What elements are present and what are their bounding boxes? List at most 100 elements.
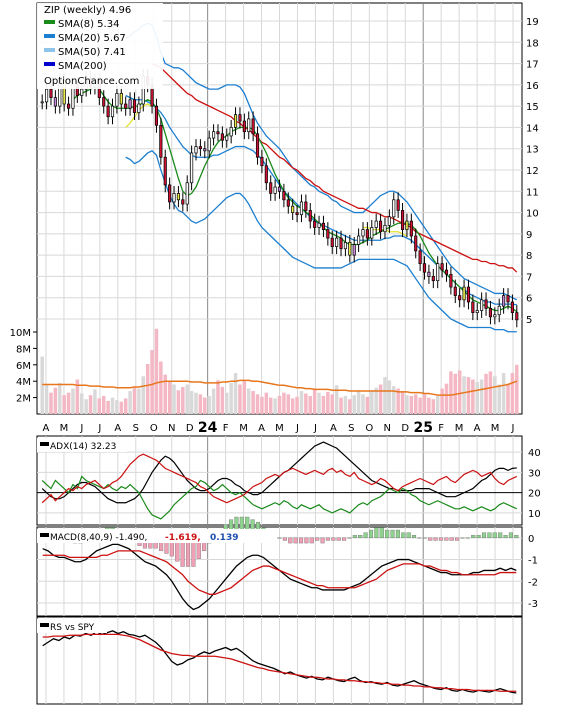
price-candle [137,103,141,113]
x-tick-label: N [384,423,391,434]
macd-label: MACD(8,40,9) -1.490, [50,533,147,543]
price-candle [475,310,479,313]
price-candle [379,220,383,233]
volume-bar [308,395,313,414]
macd-tick-label: -2 [528,577,538,588]
volume-bar [343,395,348,414]
macd-histogram-bar [422,537,427,539]
y-tick-label: 12 [526,166,539,177]
volume-bar [238,384,242,414]
x-tick-label: J [313,423,317,434]
rs-series-rssma [42,633,517,692]
volume-bar [49,392,53,414]
macd-label-bg [37,529,277,543]
x-tick-label: J [79,423,83,434]
rs-label: RS vs SPY [50,623,95,633]
volume-bar [58,382,62,414]
macd-histogram-bar [374,527,379,539]
price-candle [132,99,137,113]
adx-tick-label: 40 [528,448,541,459]
volume-bar [150,350,154,414]
adx-label: ADX(14) 32.23 [50,442,116,452]
price-candle [440,263,444,271]
macd-histogram-bar [401,532,406,539]
volume-bar [462,376,466,414]
y-tick-label: 9 [526,230,532,241]
price-candle [330,237,334,247]
legend-sma200: SMA(200) [58,61,107,72]
volume-bar [242,381,247,414]
volume-bar [233,373,238,414]
price-candle [321,222,326,230]
price-candle [163,156,167,186]
y-tick-label: 18 [526,38,539,49]
volume-tick-label: 10M [10,328,31,339]
volume-bar [409,395,414,414]
volume-bar [330,394,334,414]
macd-histogram-bar [309,537,314,544]
price-candle [462,286,466,301]
volume-tick-label: 6M [16,361,31,372]
price-candle [238,114,242,122]
x-tick-label: D [186,423,194,434]
x-tick-label: A [330,423,337,434]
price-candle [431,276,435,282]
macd-histogram-bar [293,537,298,544]
volume-bar [181,386,185,414]
price-candle [383,224,387,233]
volume-bar [383,377,387,414]
price-candle [185,182,189,205]
macd-signal-value: -1.619, [165,533,201,543]
volume-tick-label: 8M [16,344,31,355]
price-candle [124,103,128,109]
price-candle [357,235,361,245]
price-candle [233,114,238,128]
x-tick-label: F [438,423,444,434]
price-candle [335,237,339,247]
price-candle [361,229,365,237]
adx-series-di [41,475,518,520]
volume-bar [400,391,405,414]
series-sma-8- [72,86,518,313]
volume-bar [251,391,255,414]
macd-tick-label: -1 [528,556,538,567]
volume-bar [277,395,282,414]
volume-bar [137,388,141,414]
price-candle [45,88,49,103]
x-tick-label: A [474,423,481,434]
volume-bar [352,395,356,414]
price-candle [295,212,299,216]
macd-histogram-bar [352,535,357,539]
price-candle [339,237,343,250]
legend: ZIP (weekly) 4.96 SMA(8) 5.34 SMA(20) 5.… [37,3,163,89]
macd-histogram-bar [277,537,282,539]
volume-bar [159,361,163,414]
price-candle [203,148,207,152]
macd-histogram-bar [325,537,330,541]
volume-bar [207,395,211,414]
price-candle [49,88,53,98]
volume-bar [211,388,216,414]
price-candle [365,229,369,239]
price-candle [40,101,44,104]
adx-series-di [41,453,518,504]
price-candle [286,199,290,207]
price-candle [313,220,317,228]
price-candle [181,199,185,205]
price-candle [119,93,123,105]
volume-bar [141,376,146,414]
volume-bar [413,394,418,414]
x-tick-label: M [491,423,500,434]
volume-bar [471,379,475,414]
x-tick-label: J [511,423,515,434]
x-tick-label: S [348,423,354,434]
macd-histogram-bar [342,537,347,541]
macd-histogram-bar [363,532,368,539]
volume-bar [510,373,515,414]
price-candle [269,182,273,194]
price-candle [198,146,202,150]
price-candle [53,97,57,107]
volume-bar [273,398,277,414]
